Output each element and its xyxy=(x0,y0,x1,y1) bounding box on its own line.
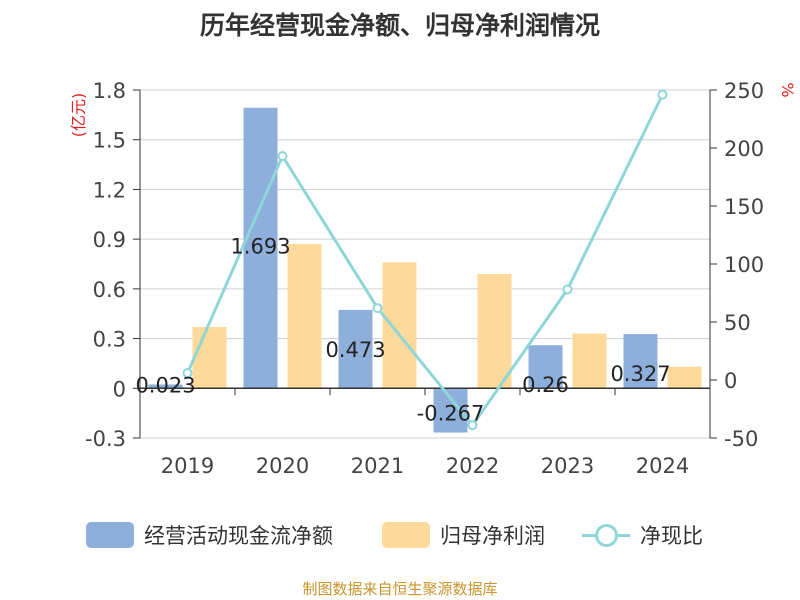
legend-label-net-profit: 归母净利润 xyxy=(440,524,545,548)
data-source-note: 制图数据来自恒生聚源数据库 xyxy=(302,580,498,598)
left-tick-label: 0.9 xyxy=(93,228,126,252)
left-tick-label: -0.3 xyxy=(85,427,126,451)
category-label: 2022 xyxy=(446,454,499,478)
right-tick-label: 150 xyxy=(724,195,764,219)
legend-item-net-profit[interactable]: 归母净利润 xyxy=(382,518,545,552)
right-tick-label: 50 xyxy=(724,311,751,335)
point-cash-ratio xyxy=(372,303,383,314)
category-label: 2024 xyxy=(636,454,689,478)
right-tick-label: 200 xyxy=(724,137,764,161)
left-tick-label: 1.2 xyxy=(93,178,126,202)
point-cash-ratio xyxy=(182,368,193,379)
point-cash-ratio xyxy=(277,151,288,162)
left-tick-label: 0.6 xyxy=(93,278,126,302)
point-cash-ratio xyxy=(467,420,478,431)
category-label: 2021 xyxy=(351,454,404,478)
chart-title: 历年经营现金净额、归母净利润情况 xyxy=(199,11,600,40)
data-label-cashflow: 0.473 xyxy=(325,338,385,362)
data-label-cashflow: 0.327 xyxy=(610,362,670,386)
category-label: 2023 xyxy=(541,454,594,478)
bar-cashflow xyxy=(148,384,183,389)
legend-swatch-net-profit xyxy=(382,522,430,548)
category-label: 2020 xyxy=(256,454,309,478)
right-axis-unit: % xyxy=(778,82,797,97)
right-tick-label: 250 xyxy=(724,79,764,103)
left-tick-label: 0.3 xyxy=(93,328,126,352)
bar-net-profit xyxy=(287,244,322,389)
legend-item-cash-ratio[interactable]: 净现比 xyxy=(582,518,703,552)
bar-net-profit xyxy=(192,326,227,389)
right-tick-label: 0 xyxy=(724,369,737,393)
right-tick-label: -50 xyxy=(724,427,758,451)
legend-label-cash-ratio: 净现比 xyxy=(640,524,703,548)
legend-swatch-cash-ratio xyxy=(582,522,630,548)
data-label-cashflow: 0.023 xyxy=(135,373,195,397)
line-cash-ratio xyxy=(186,93,664,428)
data-label-cashflow: 0.26 xyxy=(522,373,569,397)
left-tick-label: 1.8 xyxy=(93,79,126,103)
left-tick-label: 1.5 xyxy=(93,129,126,153)
category-label: 2019 xyxy=(161,454,214,478)
legend-swatch-cashflow xyxy=(86,522,134,548)
bar-cashflow xyxy=(338,309,373,389)
left-tick-label: 0 xyxy=(113,377,126,401)
bar-net-profit xyxy=(667,366,702,389)
legend-item-cashflow[interactable]: 经营活动现金流净额 xyxy=(86,518,333,552)
bar-net-profit xyxy=(477,273,512,389)
data-label-cashflow: -0.267 xyxy=(417,402,485,426)
bar-net-profit xyxy=(572,333,607,389)
right-tick-label: 100 xyxy=(724,253,764,277)
bar-net-profit xyxy=(382,262,417,389)
bar-cashflow xyxy=(623,334,658,389)
point-cash-ratio xyxy=(562,284,573,295)
point-cash-ratio xyxy=(657,89,668,100)
bar-cashflow xyxy=(243,107,278,389)
data-label-cashflow: 1.693 xyxy=(230,235,290,259)
left-axis-unit: (亿元) xyxy=(69,93,88,138)
bar-cashflow xyxy=(528,345,563,389)
legend-label-cashflow: 经营活动现金流净额 xyxy=(144,524,333,548)
